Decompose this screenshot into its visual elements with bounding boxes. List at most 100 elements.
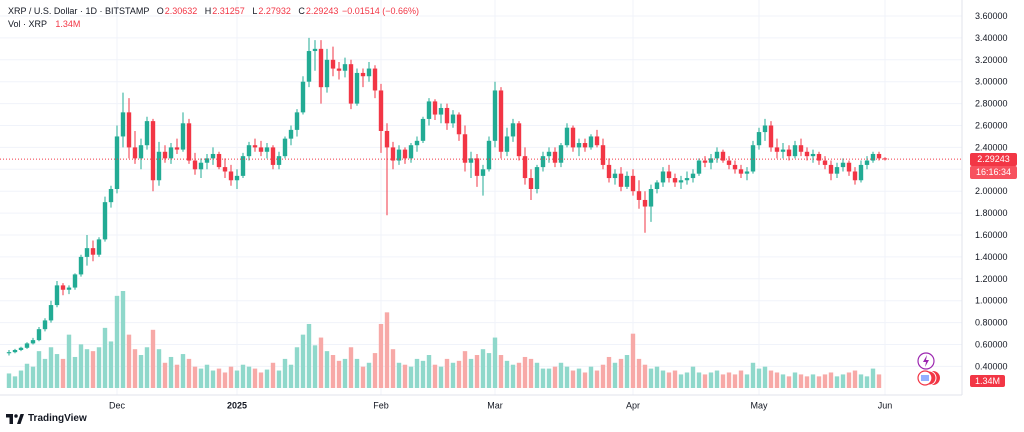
volume-bar	[552, 366, 558, 388]
tradingview-brand[interactable]: TradingView	[6, 413, 87, 424]
price-tick-label: 2.80000	[975, 99, 1008, 109]
volume-bar	[42, 358, 48, 388]
volume-bar	[318, 337, 324, 388]
candle-body	[282, 138, 288, 157]
candle-body	[324, 59, 330, 88]
volume-legend[interactable]: Vol · XRP 1.34M	[8, 19, 80, 29]
lightning-icon[interactable]	[917, 352, 935, 370]
candle-body	[6, 352, 12, 354]
candle-body	[102, 202, 108, 240]
price-axis[interactable]: 3.60000 3.40000 3.20000 3.00000 2.80000 2.600…	[975, 11, 1008, 371]
candle-body	[486, 140, 492, 170]
volume-bar	[516, 362, 522, 388]
candle-body	[828, 164, 834, 174]
candle-body	[168, 147, 174, 159]
countdown-badge: 16:16:34	[970, 166, 1017, 179]
candle-body	[288, 129, 294, 139]
volume-bar	[534, 362, 540, 388]
candle-body	[582, 143, 588, 148]
candle-body	[336, 68, 342, 71]
volume-bar	[114, 295, 120, 388]
high-label: H	[204, 6, 212, 16]
candle-body	[834, 167, 840, 174]
volume-bar	[72, 356, 78, 388]
event-flags-icon[interactable]	[917, 369, 943, 387]
candle-body	[690, 173, 696, 179]
volume-bar	[618, 358, 624, 388]
volume-bar	[48, 347, 54, 388]
volume-bar	[384, 312, 390, 388]
symbol-legend[interactable]: XRP / U.S. Dollar · 1D · BITSTAMP O2.306…	[8, 5, 419, 18]
candle-body	[180, 123, 186, 150]
candle-body	[258, 147, 264, 152]
candle-body	[852, 171, 858, 181]
candle-body	[522, 156, 528, 179]
candle-body	[642, 199, 648, 207]
volume-bar	[786, 376, 792, 388]
volume-bar	[84, 349, 90, 388]
candle-body	[570, 127, 576, 148]
volume-badge: 1.34M	[970, 375, 1005, 387]
candle-body	[330, 59, 336, 69]
candle-body	[414, 140, 420, 146]
volume-bar	[78, 344, 84, 388]
volume-bar	[372, 353, 378, 388]
volume-bar	[60, 358, 66, 388]
current-price-badge: 2.29243	[970, 153, 1017, 166]
volume-bar	[18, 370, 24, 388]
candle-body	[612, 173, 618, 179]
interval-label[interactable]: 1D	[85, 6, 97, 16]
candle-body	[270, 147, 276, 165]
candle-body	[744, 171, 750, 174]
candle-body	[276, 156, 282, 165]
candle-body	[150, 121, 156, 181]
volume-bar	[750, 362, 756, 388]
time-tick-label: 2025	[227, 400, 247, 410]
volume-bar	[642, 364, 648, 388]
volume-value: 1.34M	[55, 19, 81, 29]
volume-bar	[720, 374, 726, 388]
open-label: O	[156, 6, 164, 16]
candle-body	[558, 145, 564, 163]
volume-bar	[12, 376, 18, 388]
candle-body	[780, 149, 786, 152]
candle-body	[756, 132, 762, 146]
symbol-name[interactable]: XRP	[8, 6, 27, 16]
candle-body	[738, 169, 744, 174]
volume-bar	[690, 366, 696, 388]
candle-body	[702, 160, 708, 163]
candle-body	[84, 248, 90, 257]
candle-body	[372, 68, 378, 91]
volume-bar	[54, 354, 60, 388]
candle-body	[504, 136, 510, 152]
volume-bar	[744, 374, 750, 388]
price-tick-label: 1.20000	[975, 274, 1008, 284]
candle-body	[456, 114, 462, 135]
candle-body	[138, 145, 144, 159]
volume-bar	[708, 372, 714, 388]
volume-bar	[270, 362, 276, 388]
candle-body	[108, 189, 114, 203]
candle-body	[312, 48, 318, 52]
candle-body	[588, 136, 594, 148]
candle-body	[360, 72, 366, 77]
volume-bar	[234, 370, 240, 388]
candle-body	[648, 189, 654, 207]
candle-body	[540, 156, 546, 168]
candle-body	[552, 151, 558, 163]
candle-body	[192, 160, 198, 170]
price-tick-label: 1.00000	[975, 296, 1008, 306]
candle-body	[600, 145, 606, 165]
legend-separator: /	[28, 6, 32, 16]
candle-body	[774, 147, 780, 152]
volume-bar	[714, 370, 720, 388]
volume-bar	[168, 356, 174, 388]
candle-body	[720, 151, 726, 161]
candle-body	[546, 151, 552, 157]
time-axis[interactable]: Dec 2025 Feb Mar Apr May Jun	[109, 400, 892, 410]
volume-bar	[90, 351, 96, 388]
candle-body	[492, 90, 498, 141]
volume-bar	[804, 376, 810, 388]
price-tick-label: 1.60000	[975, 230, 1008, 240]
